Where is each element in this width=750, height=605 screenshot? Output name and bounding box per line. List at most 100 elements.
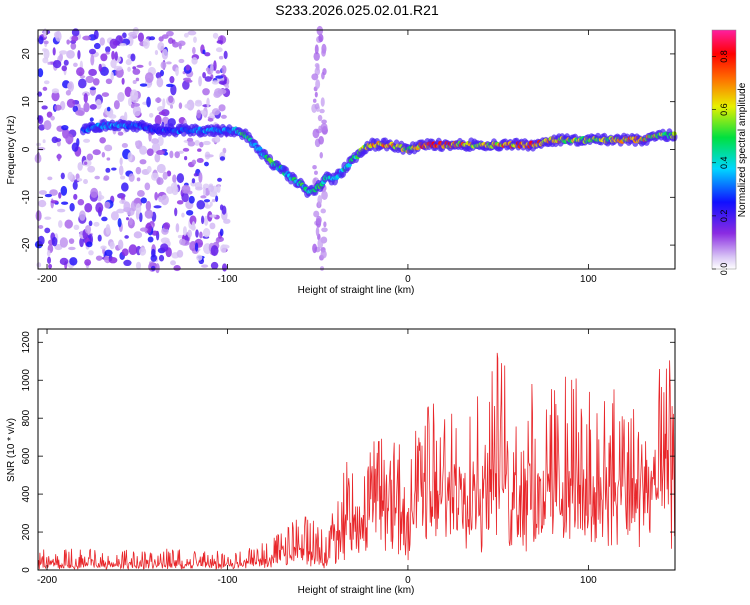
noise-blob — [217, 177, 222, 182]
noise-blob — [130, 53, 136, 62]
noise-blob — [220, 114, 227, 119]
noise-blob — [314, 67, 321, 76]
y-tick-label: 20 — [21, 48, 32, 60]
noise-blob — [67, 82, 73, 90]
noise-blob — [214, 135, 221, 143]
noise-blob — [76, 67, 85, 77]
noise-blob — [135, 166, 142, 175]
noise-blob — [221, 263, 228, 272]
noise-blob — [320, 97, 325, 107]
noise-blob — [113, 100, 120, 110]
noise-blob — [37, 199, 47, 208]
noise-blob — [219, 204, 224, 211]
noise-blob — [150, 254, 158, 262]
noise-blob — [218, 80, 227, 85]
spectrogram-y-label: Frequency (Hz) — [6, 116, 17, 185]
noise-blob — [174, 207, 178, 217]
noise-blob — [173, 265, 181, 272]
noise-blob — [78, 78, 87, 89]
noise-blob — [147, 236, 154, 243]
noise-blob — [205, 154, 214, 158]
noise-blob — [101, 151, 106, 158]
noise-blob — [57, 208, 66, 213]
colorbar-tick-label: 0.6 — [719, 103, 729, 116]
noise-blob — [83, 179, 88, 185]
noise-blob — [83, 161, 88, 166]
noise-blob — [154, 114, 162, 126]
x-tick-label: 100 — [580, 575, 597, 586]
noise-blob — [169, 75, 175, 84]
noise-blob — [151, 172, 159, 181]
noise-blob — [73, 193, 78, 200]
noise-blob — [201, 215, 205, 225]
noise-blob — [219, 156, 226, 161]
colorbar-ticks: 0.0 0.2 0.4 0.6 0.8 — [712, 50, 729, 275]
noise-blob — [51, 91, 60, 102]
noise-blob — [175, 67, 179, 77]
noise-blob — [108, 114, 117, 119]
noise-blob — [317, 201, 321, 209]
noise-blob — [181, 184, 191, 194]
spectrogram-noise-layer — [34, 25, 329, 274]
noise-blob — [150, 265, 156, 271]
noise-blob — [184, 103, 191, 109]
noise-blob — [216, 185, 221, 193]
ridge-cell — [671, 131, 677, 136]
noise-blob — [195, 229, 199, 238]
noise-blob — [215, 70, 221, 74]
noise-blob — [38, 225, 44, 230]
noise-blob — [176, 200, 184, 205]
noise-blob — [110, 59, 117, 69]
noise-blob — [88, 250, 94, 256]
noise-blob — [154, 191, 159, 201]
colorbar-tick-label: 0.8 — [719, 50, 729, 63]
noise-blob — [202, 140, 211, 146]
noise-blob — [54, 104, 62, 111]
noise-blob — [117, 131, 124, 136]
noise-blob — [71, 35, 79, 42]
noise-blob — [196, 158, 204, 163]
y-tick-label: -20 — [21, 237, 32, 252]
noise-blob — [123, 259, 132, 267]
noise-blob — [193, 36, 197, 43]
noise-blob — [37, 115, 44, 125]
noise-blob — [44, 227, 51, 234]
noise-blob — [316, 25, 324, 36]
x-tick-label: -100 — [217, 575, 237, 586]
noise-blob — [51, 236, 58, 247]
noise-blob — [44, 216, 52, 220]
noise-blob — [106, 106, 111, 112]
noise-blob — [185, 64, 191, 71]
noise-blob — [215, 195, 219, 202]
noise-blob — [59, 237, 68, 248]
noise-blob — [114, 51, 118, 61]
noise-blob — [61, 65, 68, 72]
noise-blob — [314, 63, 320, 68]
noise-blob — [210, 261, 219, 270]
colorbar-tick-label: 0.4 — [719, 157, 729, 170]
noise-blob — [320, 250, 327, 259]
noise-blob — [121, 248, 129, 257]
noise-blob — [318, 33, 324, 43]
noise-blob — [57, 153, 61, 162]
x-tick-label: -100 — [217, 274, 237, 285]
noise-blob — [223, 50, 228, 60]
noise-blob — [179, 238, 186, 246]
noise-blob — [182, 147, 190, 152]
noise-blob — [321, 48, 326, 57]
noise-blob — [118, 165, 124, 176]
snr-panel: -200 -100 0 100 0 200 400 600 800 1000 1200 Heigh… — [6, 328, 676, 596]
noise-blob — [104, 201, 111, 209]
noise-blob — [202, 49, 206, 55]
noise-blob — [77, 199, 85, 206]
y-tick-label: -10 — [21, 190, 32, 205]
noise-blob — [55, 30, 62, 42]
noise-blob — [196, 254, 203, 261]
noise-blob — [135, 261, 142, 270]
noise-blob — [187, 30, 197, 36]
noise-blob — [321, 190, 328, 200]
noise-blob — [178, 42, 182, 50]
noise-blob — [127, 97, 132, 107]
noise-blob — [317, 114, 323, 122]
noise-blob — [322, 68, 327, 76]
